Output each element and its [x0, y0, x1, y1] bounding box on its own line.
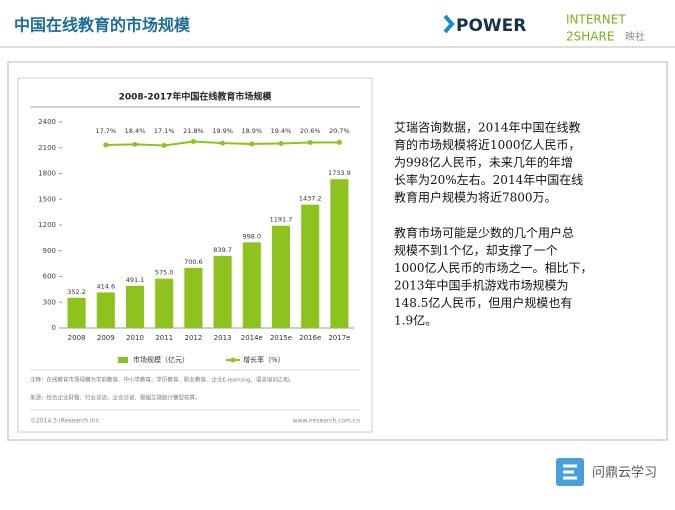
legend-swatch-dot	[230, 357, 236, 363]
slide-title: 中国在线教育的市场规模	[14, 16, 191, 35]
bar-value-label: 1437.2	[299, 195, 322, 203]
growth-point	[161, 142, 167, 148]
x-tick-label: 2016e	[299, 334, 321, 342]
growth-value-label: 18.9%	[241, 127, 262, 135]
x-tick-label: 2015e	[270, 334, 292, 342]
bar	[330, 179, 349, 328]
y-tick-label: 300	[43, 298, 56, 306]
growth-point	[220, 140, 226, 146]
website: www.iresearch.com.cn	[293, 418, 361, 425]
chart-note: 注释：在线教育市场规模为学前教育、中小学教育、学历教育、职业教育、企业E-lea…	[30, 376, 294, 384]
growth-point	[249, 141, 255, 147]
y-tick-label: 1200	[38, 221, 56, 229]
bar	[242, 242, 261, 328]
x-tick-label: 2017e	[328, 334, 350, 342]
growth-point	[336, 139, 342, 145]
growth-point	[132, 141, 138, 147]
body-text: 规模不到1个亿，却支撑了一个	[394, 243, 558, 258]
bar-value-label: 1191.7	[270, 216, 293, 224]
bar	[67, 297, 86, 328]
bar-value-label: 700.6	[184, 258, 203, 266]
body-text: 艾瑞咨询数据，2014年中国在线教	[394, 120, 581, 135]
brand-name: 问鼎云学习	[592, 465, 657, 481]
body-text: 育的市场规模将近1000亿人民币，	[394, 137, 581, 152]
growth-value-label: 21.8%	[183, 127, 204, 135]
y-tick-label: 1800	[38, 170, 56, 178]
bar	[96, 292, 115, 328]
bar	[271, 225, 291, 328]
growth-value-label: 18.4%	[125, 127, 146, 135]
logo-2share: 2SHARE	[566, 30, 614, 44]
bar-value-label: 352.2	[67, 288, 86, 296]
chart-source: 来源：综合企业财报、行业访谈、企业访谈、根据艾瑞统计模型核算。	[30, 394, 201, 402]
logo-power: POWER	[456, 16, 526, 36]
logo-ys: 映社	[625, 30, 645, 43]
body-text: 2013年中国手机游戏市场规模为	[394, 278, 569, 293]
y-tick-label: 2400	[38, 118, 56, 126]
bar	[125, 285, 145, 328]
bar	[155, 278, 174, 328]
body-text: 教育用户规模为将近7800万。	[394, 190, 557, 205]
bar	[213, 255, 232, 328]
body-text: 长率为20%左右。2014年中国在线	[394, 172, 583, 187]
bar-value-label: 839.7	[213, 246, 232, 254]
growth-point	[103, 142, 109, 148]
chart-title: 2008-2017年中国在线教育市场规模	[119, 91, 273, 103]
bar	[184, 267, 203, 328]
x-tick-label: 2013	[214, 334, 232, 342]
growth-point	[278, 141, 284, 147]
body-text: 为998亿人民币，未来几年的年增	[394, 155, 573, 170]
power-icon	[443, 14, 455, 34]
x-tick-label: 2014e	[241, 334, 263, 342]
bar-value-label: 998.0	[242, 232, 261, 240]
growth-value-label: 20.7%	[329, 127, 350, 135]
x-tick-label: 2011	[155, 334, 173, 342]
x-tick-label: 2012	[184, 334, 202, 342]
legend-label: 市场规模（亿元）	[133, 355, 189, 364]
growth-value-label: 17.7%	[95, 127, 116, 135]
legend-swatch	[118, 357, 128, 363]
growth-point	[190, 139, 196, 145]
bar-value-label: 1733.9	[328, 169, 351, 177]
y-tick-label: 1500	[38, 195, 56, 203]
y-tick-label: 900	[43, 247, 56, 255]
bar	[301, 204, 320, 328]
body-text: 教育市场可能是少数的几个用户总	[394, 225, 574, 240]
bar-value-label: 575.0	[155, 269, 174, 277]
bar-value-label: 414.6	[96, 282, 115, 290]
x-tick-label: 2009	[97, 334, 115, 342]
y-tick-label: 0	[52, 324, 56, 332]
y-tick-label: 2100	[38, 144, 56, 152]
copyright: ©2014.3 iResearch Inc.	[30, 418, 101, 425]
body-text: 148.5亿人民币，但用户规模也有	[394, 295, 572, 310]
growth-value-label: 17.1%	[154, 127, 175, 135]
growth-value-label: 19.9%	[212, 127, 233, 135]
bar-value-label: 491.1	[126, 276, 145, 284]
legend-label: 增长率（%）	[243, 355, 285, 364]
logo-internet: INTERNET	[566, 13, 626, 27]
y-tick-label: 600	[43, 273, 56, 281]
growth-value-label: 20.6%	[300, 127, 321, 135]
body-text: 1.9亿。	[394, 313, 437, 328]
growth-value-label: 19.4%	[271, 127, 292, 135]
brand-icon-lines	[563, 464, 577, 480]
x-tick-label: 2010	[126, 334, 144, 342]
body-text: 1000亿人民币的市场之一。相比下，	[394, 260, 593, 275]
growth-point	[307, 140, 313, 146]
x-tick-label: 2008	[68, 334, 86, 342]
